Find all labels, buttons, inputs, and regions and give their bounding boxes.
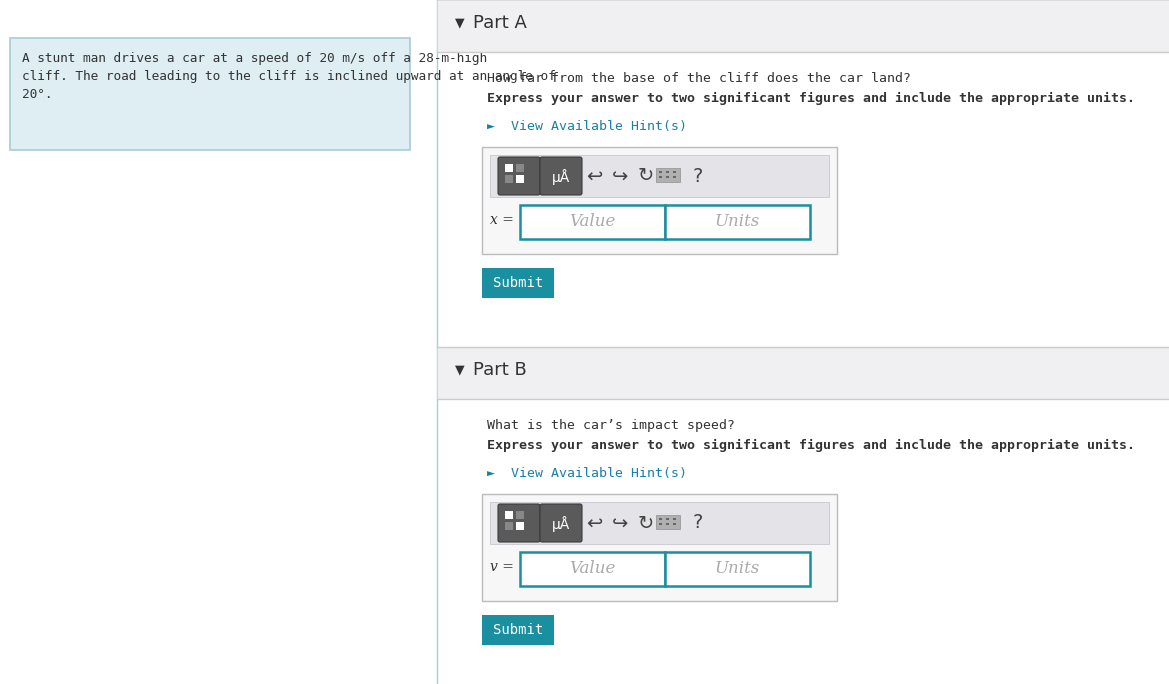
Text: cliff. The road leading to the cliff is inclined upward at an angle of: cliff. The road leading to the cliff is … [22,70,555,83]
Text: μÅ: μÅ [552,516,570,532]
Bar [505,511,513,519]
Text: ↩: ↩ [586,166,602,185]
Bar [437,0,1169,52]
Text: A stunt man drives a car at a speed of 20 m/s off a 28-m-high: A stunt man drives a car at a speed of 2… [22,52,487,65]
FancyBboxPatch shape [498,157,540,195]
Bar [666,518,669,520]
Text: ↩: ↩ [586,514,602,533]
Bar [490,155,829,197]
Bar [659,176,662,178]
Bar [437,347,1169,399]
Bar [516,511,524,519]
Bar [659,171,662,173]
Bar [659,523,662,525]
Bar [665,205,810,239]
Bar [505,164,513,172]
FancyBboxPatch shape [498,504,540,542]
Bar [505,175,513,183]
Text: Express your answer to two significant figures and include the appropriate units: Express your answer to two significant f… [487,439,1135,452]
Text: Value: Value [569,560,616,577]
Text: ▼: ▼ [455,363,464,376]
Bar [673,523,676,525]
Text: Units: Units [715,560,760,577]
Text: Units: Units [715,213,760,230]
Bar [482,147,837,254]
Text: ↪: ↪ [611,166,628,185]
Bar [437,399,1169,684]
Text: What is the car’s impact speed?: What is the car’s impact speed? [487,419,735,432]
Bar [490,502,829,544]
Bar [505,522,513,530]
Bar [659,518,662,520]
Bar [520,552,665,586]
Bar [666,176,669,178]
Text: x =: x = [490,213,514,227]
Text: Express your answer to two significant figures and include the appropriate units: Express your answer to two significant f… [487,92,1135,105]
Text: 20°.: 20°. [22,88,53,101]
Text: v =: v = [490,560,514,574]
FancyBboxPatch shape [540,504,582,542]
Text: μÅ: μÅ [552,169,570,185]
Text: ↻: ↻ [638,514,655,533]
Bar [666,171,669,173]
Text: ►  View Available Hint(s): ► View Available Hint(s) [487,120,687,133]
Text: Submit: Submit [493,276,544,290]
Text: Submit: Submit [493,623,544,637]
Bar [482,494,837,601]
Text: ?: ? [693,166,704,185]
Bar [520,205,665,239]
Text: Part A: Part A [473,14,527,32]
Text: ►  View Available Hint(s): ► View Available Hint(s) [487,467,687,480]
Bar [656,168,680,182]
Bar [482,615,554,645]
Text: ▼: ▼ [455,16,464,29]
Bar [437,52,1169,347]
Bar [673,171,676,173]
Bar [516,164,524,172]
Bar [673,518,676,520]
Bar [482,268,554,298]
Bar [673,176,676,178]
Text: Part B: Part B [473,361,527,379]
FancyBboxPatch shape [540,157,582,195]
Bar [11,38,410,150]
Bar [665,552,810,586]
Bar [516,175,524,183]
Text: ↻: ↻ [638,166,655,185]
Bar [666,523,669,525]
Bar [516,522,524,530]
Bar [656,515,680,529]
Text: Value: Value [569,213,616,230]
Text: ?: ? [693,514,704,533]
Text: How far from the base of the cliff does the car land?: How far from the base of the cliff does … [487,72,911,85]
Text: ↪: ↪ [611,514,628,533]
